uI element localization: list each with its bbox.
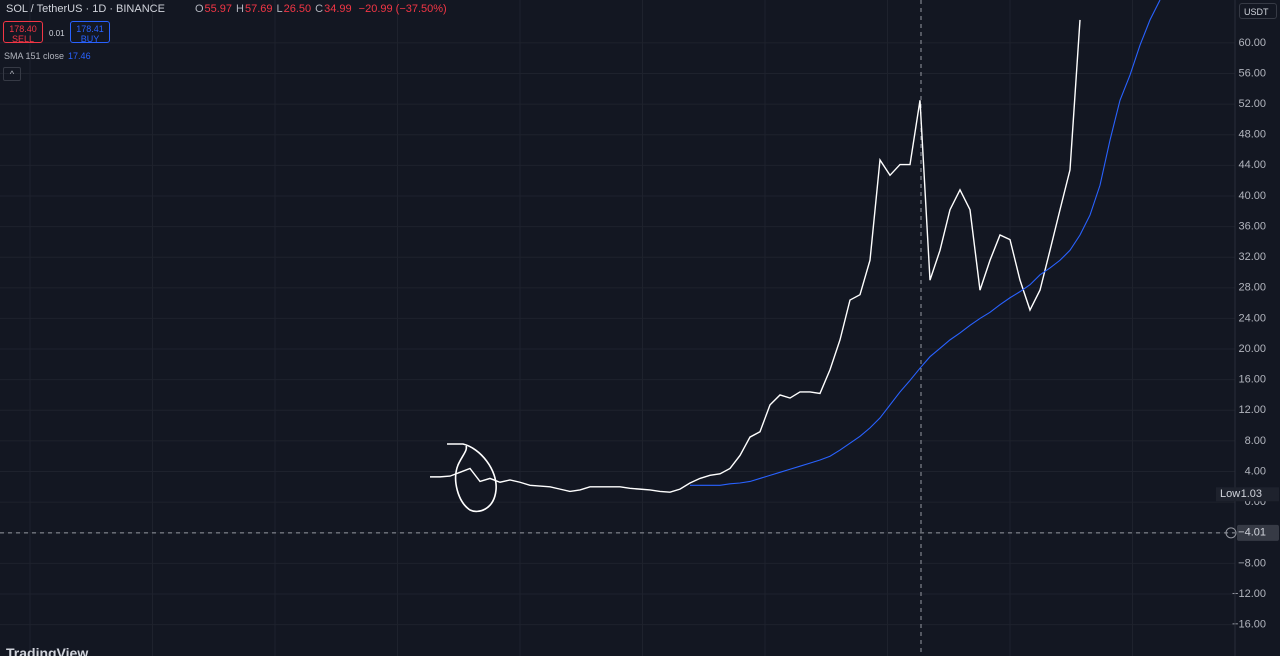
sma-value: 17.46	[68, 51, 91, 61]
annotation-circle	[447, 443, 497, 513]
y-tick-label: 28.00	[1238, 282, 1266, 294]
y-tick-label: 48.00	[1238, 129, 1266, 141]
ohlc-key: C	[315, 3, 324, 15]
y-tick-label: 16.00	[1238, 374, 1266, 386]
sell-price: 178.40	[9, 24, 37, 34]
spread: 0.01	[49, 29, 65, 38]
y-tick-label: −8.00	[1238, 557, 1266, 569]
y-tick-label: 60.00	[1238, 37, 1266, 49]
sell-button[interactable]: 178.40 SELL	[3, 21, 43, 44]
ohlc-value: 57.69	[244, 3, 273, 15]
header: SOL / TetherUS · 1D · BINANCE O 55.97 H 57.…	[6, 3, 450, 15]
change: −20.99 (−37.50%)	[358, 3, 447, 15]
y-tick-label: 52.00	[1238, 98, 1266, 110]
sma-legend: SMA 151 close 17.46	[4, 51, 91, 61]
brand: TradingView	[6, 645, 89, 656]
symbol-title: SOL / TetherUS · 1D · BINANCE	[6, 3, 165, 15]
y-tick-label: 36.00	[1238, 220, 1266, 232]
ohlc-value: 34.99	[324, 3, 352, 15]
buy-price: 178.41	[76, 24, 104, 34]
y-tick-label: 44.00	[1238, 159, 1266, 171]
crosshair-plus	[1225, 527, 1237, 539]
sma-line	[690, 0, 1161, 486]
y-tick-label: 24.00	[1238, 312, 1266, 324]
y-tick-label: 8.00	[1245, 435, 1266, 447]
y-tick-label: 4.00	[1245, 465, 1266, 477]
y-tick-label: −12.00	[1232, 588, 1266, 600]
low-tag	[1216, 487, 1279, 502]
crosshair-tag	[1237, 524, 1279, 541]
ohlc-key: O	[194, 3, 204, 15]
y-tick-label: −16.00	[1232, 619, 1266, 631]
buy-label: BUY	[80, 34, 100, 44]
ohlc-key: L	[276, 3, 283, 15]
buy-button[interactable]: 178.41 BUY	[70, 21, 110, 44]
ohlc-value: 26.50	[283, 3, 312, 15]
ohlc: O 55.97 H 57.69 L 26.50 C 34.99	[195, 3, 355, 15]
sma-name: SMA 151 close	[4, 51, 65, 61]
price-line	[430, 19, 1081, 493]
ohlc-key: H	[236, 3, 244, 15]
currency-button[interactable]: USDT	[1239, 3, 1277, 19]
low-label: Low	[1220, 488, 1240, 500]
y-tick-label: 32.00	[1238, 251, 1266, 263]
collapse-button[interactable]: ^	[3, 67, 21, 81]
y-tick-label: 20.00	[1238, 343, 1266, 355]
crosshair-label: −4.01	[1238, 527, 1266, 539]
sell-label: SELL	[11, 34, 35, 44]
y-tick-label: 56.00	[1238, 67, 1266, 79]
y-tick-label: 12.00	[1238, 404, 1266, 416]
y-tick-label: 40.00	[1238, 190, 1266, 202]
low-value: 1.03	[1241, 488, 1262, 500]
ohlc-value: 55.97	[204, 3, 233, 15]
